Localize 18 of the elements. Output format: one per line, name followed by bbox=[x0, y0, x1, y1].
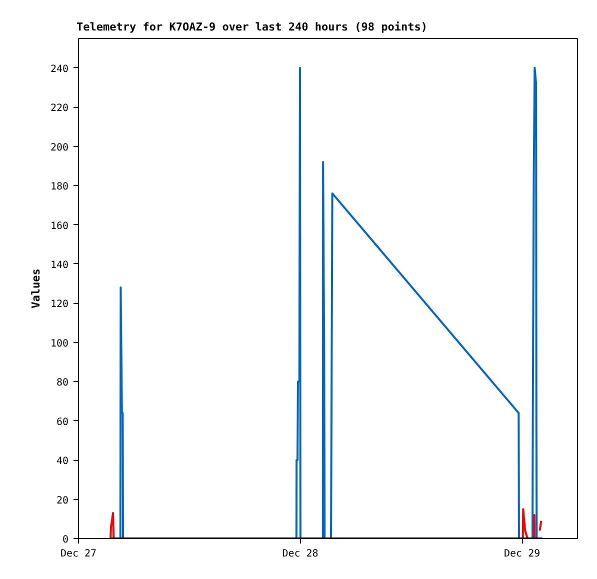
y-axis-title: Values bbox=[29, 268, 42, 308]
y-tick-label: 220 bbox=[50, 103, 68, 114]
y-tick-label: 140 bbox=[50, 260, 68, 271]
y-tick-label: 20 bbox=[56, 495, 69, 506]
y-tick-label: 240 bbox=[50, 64, 68, 75]
x-tick-label: Dec 27 bbox=[60, 548, 97, 560]
y-tick-label: 0 bbox=[62, 534, 69, 546]
y-tick-label: 200 bbox=[50, 142, 68, 154]
y-tick-label: 180 bbox=[50, 182, 68, 193]
y-tick-label: 40 bbox=[56, 456, 69, 468]
x-tick-label: Dec 29 bbox=[504, 548, 540, 560]
y-tick-label: 80 bbox=[56, 378, 69, 389]
y-tick-label: 120 bbox=[50, 299, 68, 310]
y-tick-label: 160 bbox=[50, 220, 68, 232]
x-tick-label: Dec 28 bbox=[282, 548, 318, 560]
chart-title: Telemetry for K7OAZ-9 over last 240 hours (98 points) bbox=[76, 20, 428, 34]
y-tick-label: 100 bbox=[50, 338, 68, 350]
y-tick-label: 60 bbox=[56, 416, 69, 428]
